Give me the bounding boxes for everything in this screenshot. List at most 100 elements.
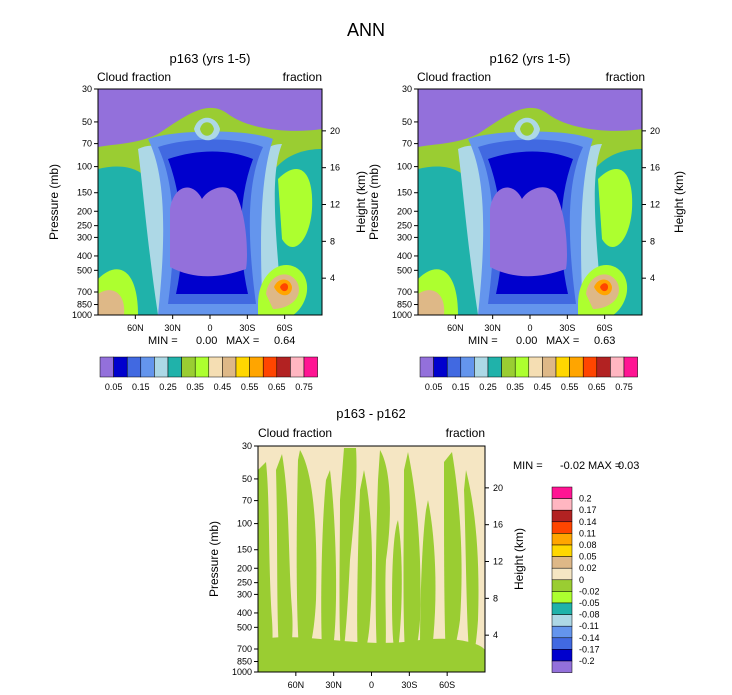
lat-tick-label: 60S [439, 680, 455, 690]
colorbar-box [551, 556, 573, 569]
colorbar-box [551, 614, 573, 627]
max-label: MAX = [546, 335, 579, 347]
band-max [280, 283, 288, 292]
lat-tick-label: 30S [239, 323, 255, 333]
colorbar-box [303, 356, 318, 378]
colorbar-box [551, 567, 573, 581]
band-tropical-core [520, 122, 534, 136]
colorbar-box [582, 356, 598, 378]
pressure-tick-label: 300 [77, 232, 92, 242]
band-midlat-lobe [598, 169, 633, 248]
pressure-tick-label: 70 [242, 496, 252, 506]
colorbar-label: -0.05 [579, 598, 600, 608]
max-label: MAX = [226, 335, 259, 347]
colorbar-label: 0.05 [105, 382, 123, 392]
colorbar-label: 0.05 [425, 382, 443, 392]
left-corner-label: Cloud fraction [258, 426, 332, 440]
colorbar-box [222, 356, 237, 378]
band-stratosphere [418, 89, 642, 147]
height-tick-label: 4 [650, 273, 655, 283]
pressure-tick-label: 400 [237, 608, 252, 618]
colorbar-box [126, 356, 142, 378]
y-axis-label: Pressure (mb) [47, 164, 61, 240]
colorbar-label: 0.05 [579, 552, 597, 562]
lat-tick-label: 60N [127, 323, 144, 333]
colorbar-box [167, 356, 182, 378]
band-low-northern-inner [418, 290, 445, 315]
lat-tick-label: 30N [325, 680, 342, 690]
height-tick-label: 12 [650, 200, 660, 210]
panel-title: p163 - p162 [336, 406, 405, 421]
pressure-tick-label: 100 [237, 519, 252, 529]
colorbar-label: 0.55 [561, 382, 579, 392]
colorbar-label: 0.15 [132, 382, 150, 392]
colorbar-label: 0.75 [295, 382, 313, 392]
max-value: 0.63 [594, 335, 615, 347]
band-central-minimum [490, 187, 567, 277]
lat-tick-label: 60S [277, 323, 293, 333]
colorbar-box [551, 533, 573, 546]
colorbar-label: 0.35 [506, 382, 524, 392]
y-axis-label: Pressure (mb) [207, 521, 221, 597]
band-tropical-core [200, 122, 214, 136]
diff-patches [258, 448, 485, 672]
colorbar-box [290, 356, 305, 378]
pressure-tick-label: 100 [77, 162, 92, 172]
pressure-tick-label: 300 [237, 589, 252, 599]
pressure-tick-label: 200 [397, 206, 412, 216]
pressure-tick-label: 150 [397, 188, 412, 198]
height-tick-label: 16 [493, 520, 503, 530]
pressure-tick-label: 50 [402, 117, 412, 127]
contour-fill [98, 89, 322, 315]
height-tick-label: 20 [493, 483, 503, 493]
lat-tick-label: 30N [164, 323, 181, 333]
colorbar-label: -0.02 [579, 586, 600, 596]
colorbar-box [551, 509, 573, 523]
colorbar-box [551, 544, 573, 557]
figure-title: ANN [347, 20, 385, 40]
panel-title: p162 (yrs 1-5) [490, 51, 571, 66]
colorbar-vertical: 0.20.17 0.140.11 0.08 0.050.02 0-0.02 -0.05 -0… [551, 486, 600, 673]
pressure-tick-label: 100 [397, 162, 412, 172]
colorbar-label: 0.65 [588, 382, 606, 392]
min-value: -0.02 [560, 460, 585, 472]
band-midlat-lobe [278, 169, 313, 248]
y-axis-label: Pressure (mb) [367, 164, 381, 240]
colorbar-box [154, 356, 169, 378]
height-tick-label: 4 [493, 630, 498, 640]
colorbar-box [551, 591, 573, 604]
colorbar-box [551, 625, 573, 639]
colorbar-box [208, 356, 223, 378]
right-corner-label: fraction [606, 70, 645, 84]
colorbar-label: -0.11 [579, 621, 599, 631]
pressure-tick-label: 400 [397, 251, 412, 261]
lat-tick-label: 0 [527, 323, 532, 333]
colorbar-box [181, 356, 196, 378]
colorbar-label: 0.15 [452, 382, 470, 392]
lat-tick-label: 60N [447, 323, 464, 333]
band-central-minimum [170, 187, 247, 277]
max-value: 0.03 [618, 460, 639, 472]
pressure-tick-label: 50 [242, 474, 252, 484]
pressure-tick-label: 300 [397, 232, 412, 242]
band-max [600, 283, 608, 292]
contour-field [418, 89, 642, 315]
colorbar-box [551, 498, 573, 511]
colorbar-label: 0.11 [579, 528, 596, 538]
min-value: 0.00 [196, 335, 217, 347]
colorbar-label: 0.02 [579, 563, 597, 573]
height-tick-label: 4 [330, 273, 335, 283]
panel-p162: p162 (yrs 1-5) Cloud fraction fraction P… [367, 51, 686, 392]
min-label: MIN = [468, 335, 498, 347]
panel-difference: p163 - p162 Cloud fraction fraction [207, 406, 639, 690]
pressure-tick-label: 700 [237, 644, 252, 654]
pressure-tick-label: 150 [237, 545, 252, 555]
colorbar-label: -0.2 [579, 656, 595, 666]
colorbar-box [276, 356, 291, 378]
pressure-tick-label: 850 [237, 657, 252, 667]
colorbar-box [460, 356, 475, 378]
colorbar-label: -0.14 [579, 633, 600, 643]
panel-p163: p163 (yrs 1-5) Cloud fraction fraction P… [47, 51, 368, 392]
pressure-tick-label: 500 [237, 622, 252, 632]
height-tick-label: 16 [330, 163, 340, 173]
